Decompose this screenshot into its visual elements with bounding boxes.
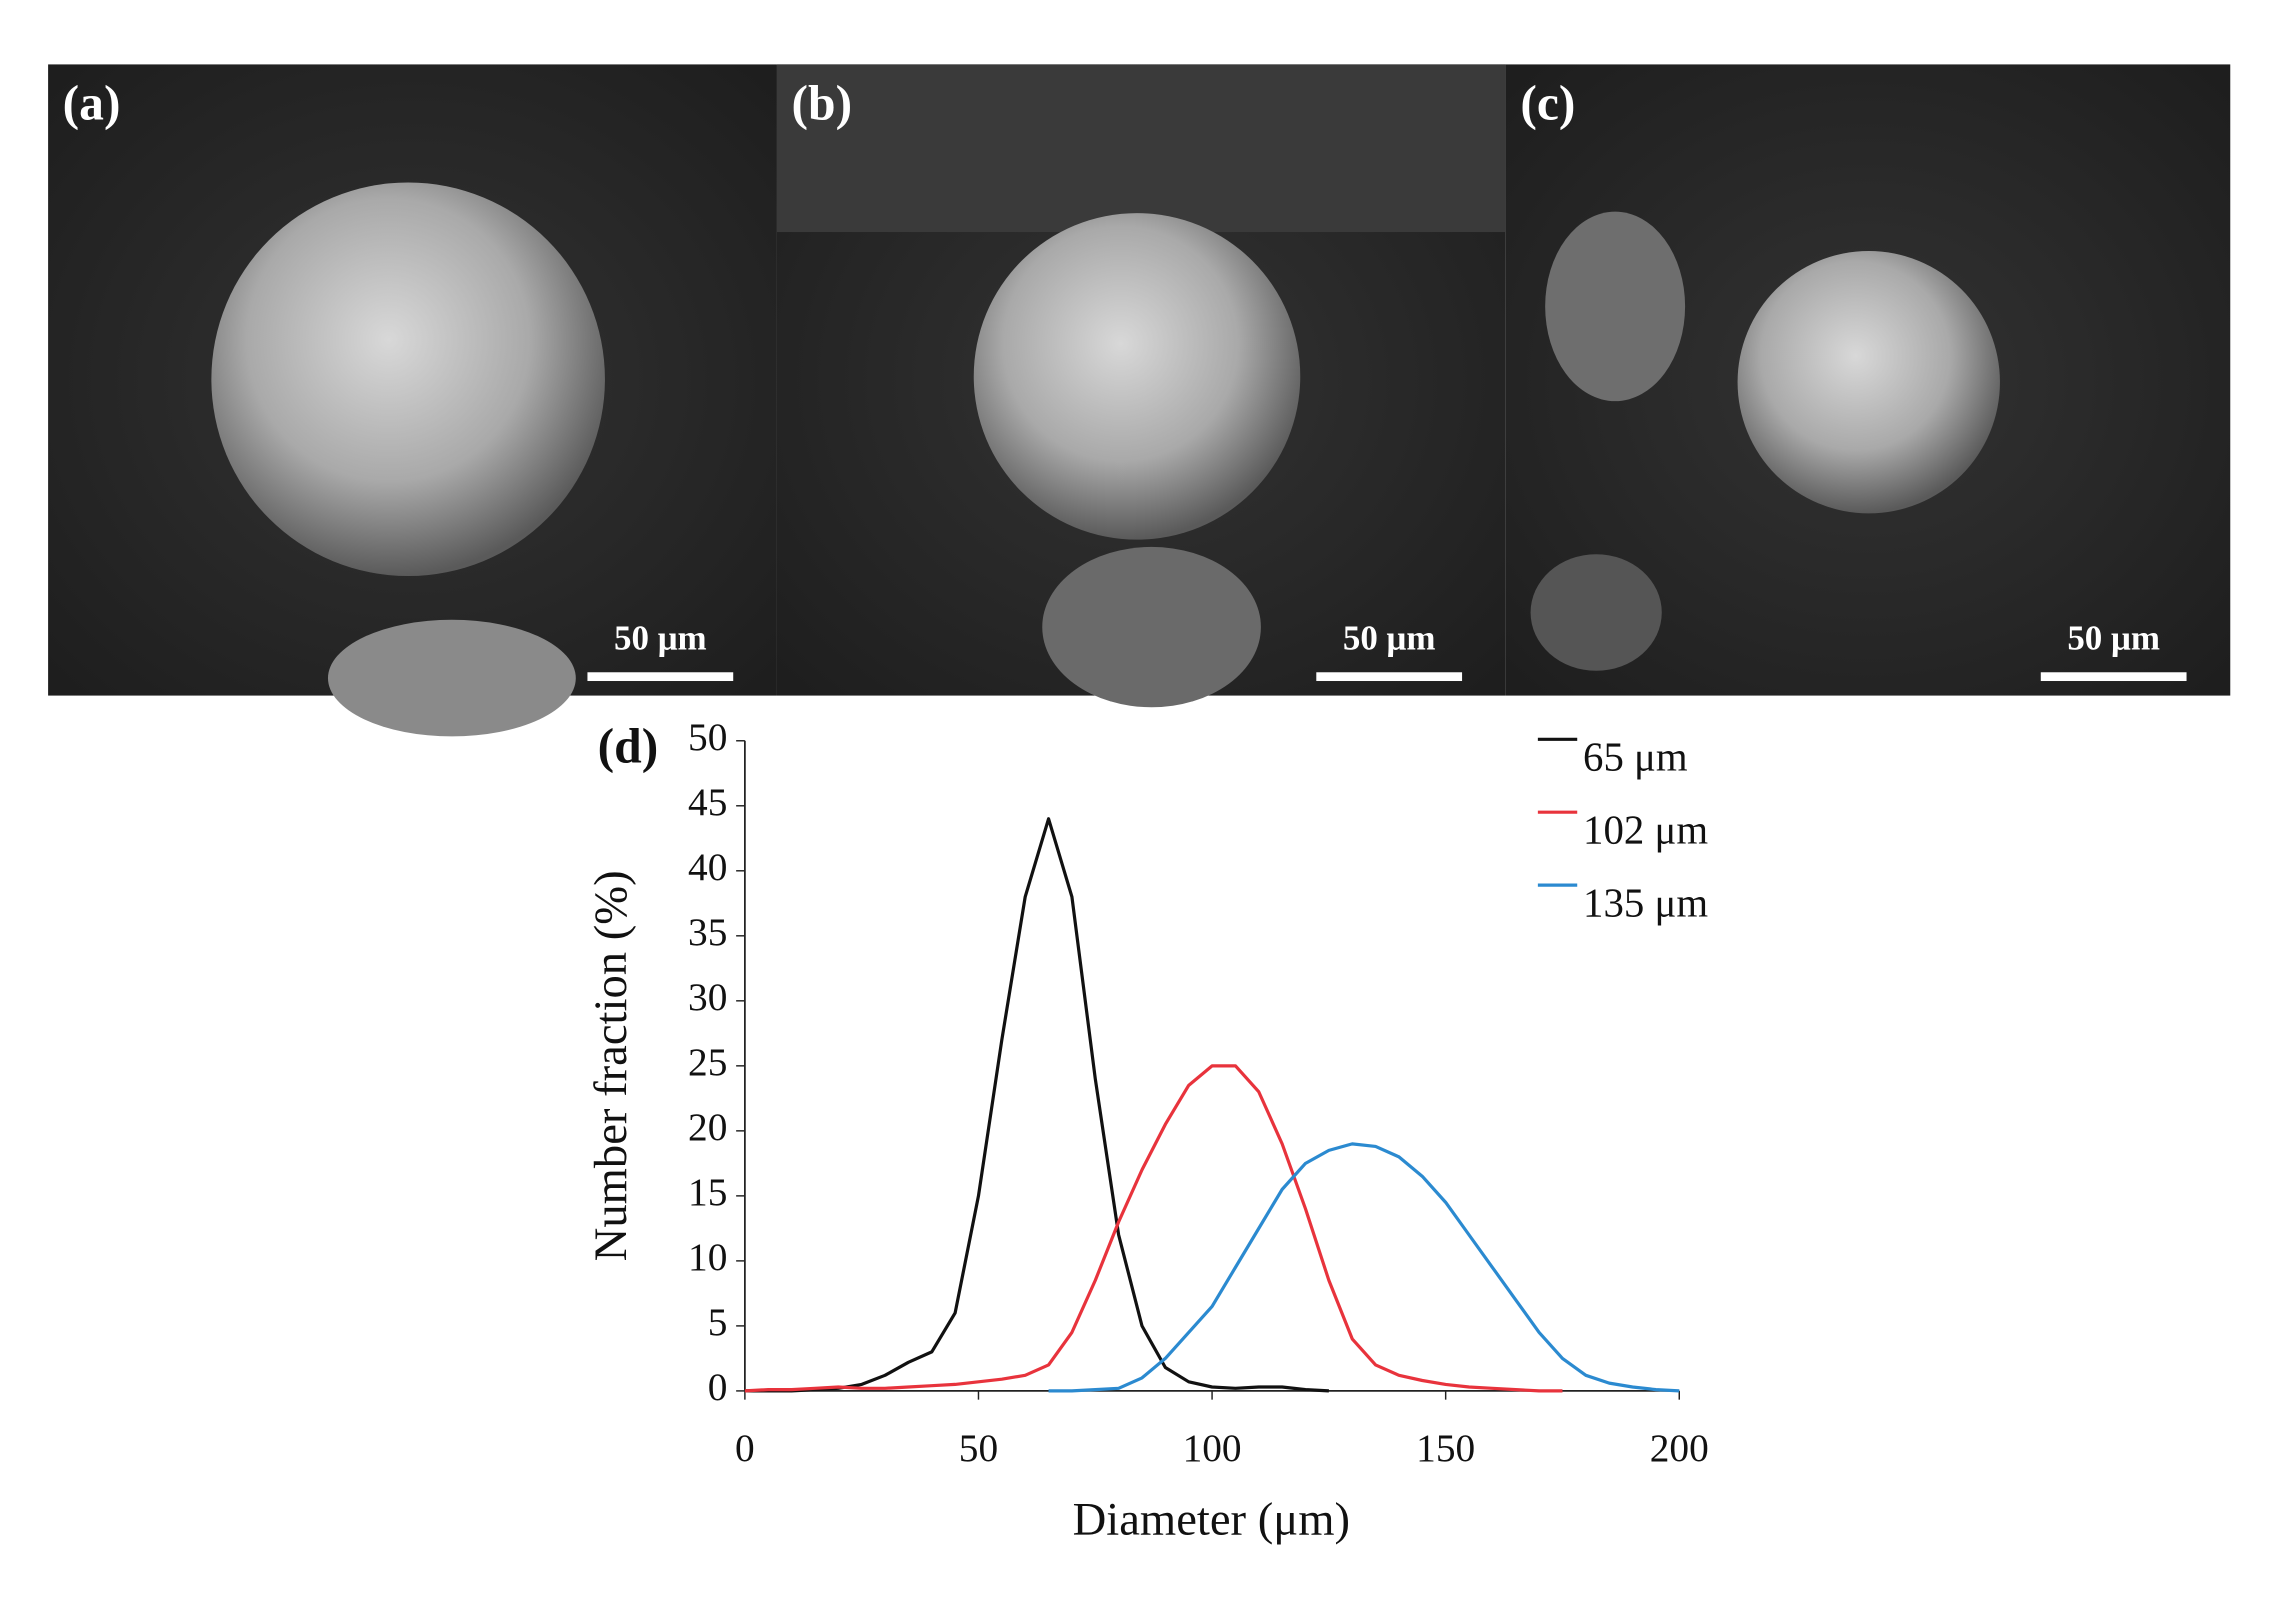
y-tick-label: 15 [688,1170,727,1214]
x-tick-label: 150 [1416,1426,1475,1470]
legend-label: 102 μm [1583,807,1708,852]
y-tick-label: 40 [688,845,727,889]
y-tick-label: 0 [708,1365,728,1409]
particle [1545,211,1686,402]
y-tick-label: 10 [688,1235,727,1279]
chart: (d) Diameter (μm) Number fraction (%) 0 5… [585,715,1709,1545]
y-tick-label: 20 [688,1105,727,1149]
panel-label: (a) [63,76,121,131]
scale-bar [2040,672,2187,682]
particle [211,182,605,577]
y-tick-label: 30 [688,975,727,1019]
particle [1530,554,1662,671]
x-axis-title: Diameter (μm) [1073,1493,1350,1545]
scale-bar [1316,672,1463,682]
panel-label: (c) [1520,76,1575,131]
y-tick-label: 25 [688,1040,727,1084]
y-tick-label: 50 [688,715,727,759]
x-tick-label: 0 [735,1426,755,1470]
y-axis-title: Number fraction (%) [585,870,637,1261]
legend-label: 65 μm [1583,735,1688,780]
scale-bar [587,672,734,682]
series-line [744,817,1329,1393]
x-tick-label: 50 [959,1426,998,1470]
sem-panels: (a) 50 μm (b) 50 μm (c) 50 μm [48,64,2231,737]
y-tick-label: 45 [688,780,727,824]
scale-bar-label: 50 μm [2067,619,2160,658]
x-tick-label: 200 [1650,1426,1709,1470]
y-tick-label: 5 [708,1300,728,1344]
particle [327,619,576,737]
series-line [744,1064,1563,1393]
sem-panel: (b) 50 μm [776,64,1506,708]
y-tick-label: 35 [688,910,727,954]
legend-label: 135 μm [1583,880,1708,925]
particle [1737,250,2000,514]
particle [1042,546,1261,708]
scale-bar-label: 50 μm [614,619,707,658]
scale-bar-label: 50 μm [1343,619,1436,658]
panel-label: (b) [792,76,853,131]
series-line [1048,1142,1680,1393]
x-tick-label: 100 [1183,1426,1242,1470]
substrate-band [776,64,1506,233]
sem-panel: (a) 50 μm [48,64,777,737]
particle [973,213,1301,540]
sem-panel: (c) 50 μm [1505,64,2231,696]
panel-label: (d) [598,718,659,773]
